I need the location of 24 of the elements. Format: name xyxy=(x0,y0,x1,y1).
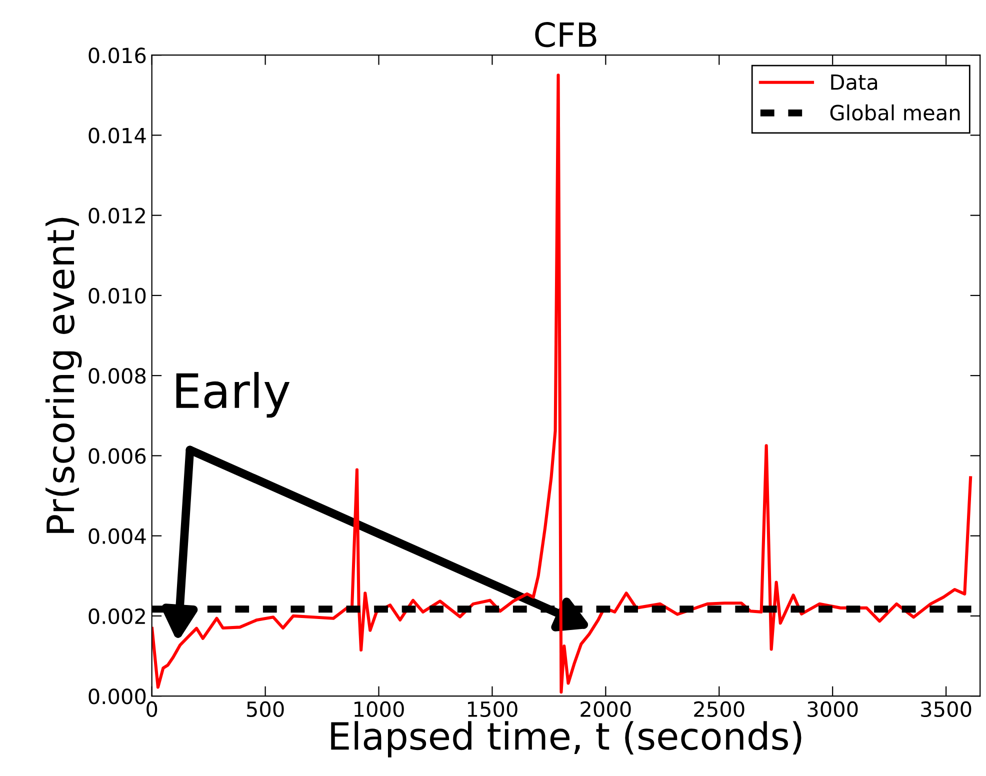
y-tick-label: 0.010 xyxy=(88,288,146,304)
x-tick-label: 0 xyxy=(146,701,158,718)
x-tick-label: 1000 xyxy=(354,701,404,718)
chart-title: CFB xyxy=(535,22,596,48)
x-axis-title: Elapsed time, t (seconds) xyxy=(331,721,802,758)
x-tick-label: 2000 xyxy=(580,701,631,718)
y-tick-label: 0.014 xyxy=(88,128,146,144)
y-tick-label: 0.000 xyxy=(88,688,146,704)
line-series xyxy=(152,74,972,694)
y-tick-label: 0.012 xyxy=(88,208,145,224)
y-tick-label: 0.006 xyxy=(88,448,146,464)
y-axis-title: Pr(scoring event) xyxy=(45,218,82,533)
y-tick-label: 0.016 xyxy=(88,48,146,64)
annotation: Early xyxy=(176,372,290,418)
y-tick-label: 0.004 xyxy=(88,528,146,544)
x-tick-label: 500 xyxy=(247,701,284,718)
x-tick-label: 1500 xyxy=(468,701,518,718)
x-tick-label: 3000 xyxy=(808,701,858,718)
legend-label: Data xyxy=(831,74,878,90)
x-tick-label: 2500 xyxy=(694,701,744,718)
x-tick-label: 3500 xyxy=(921,701,972,718)
y-tick-label: 0.008 xyxy=(88,368,146,384)
y-tick-label: 0.002 xyxy=(88,608,145,624)
legend-label: Global mean xyxy=(830,104,960,121)
